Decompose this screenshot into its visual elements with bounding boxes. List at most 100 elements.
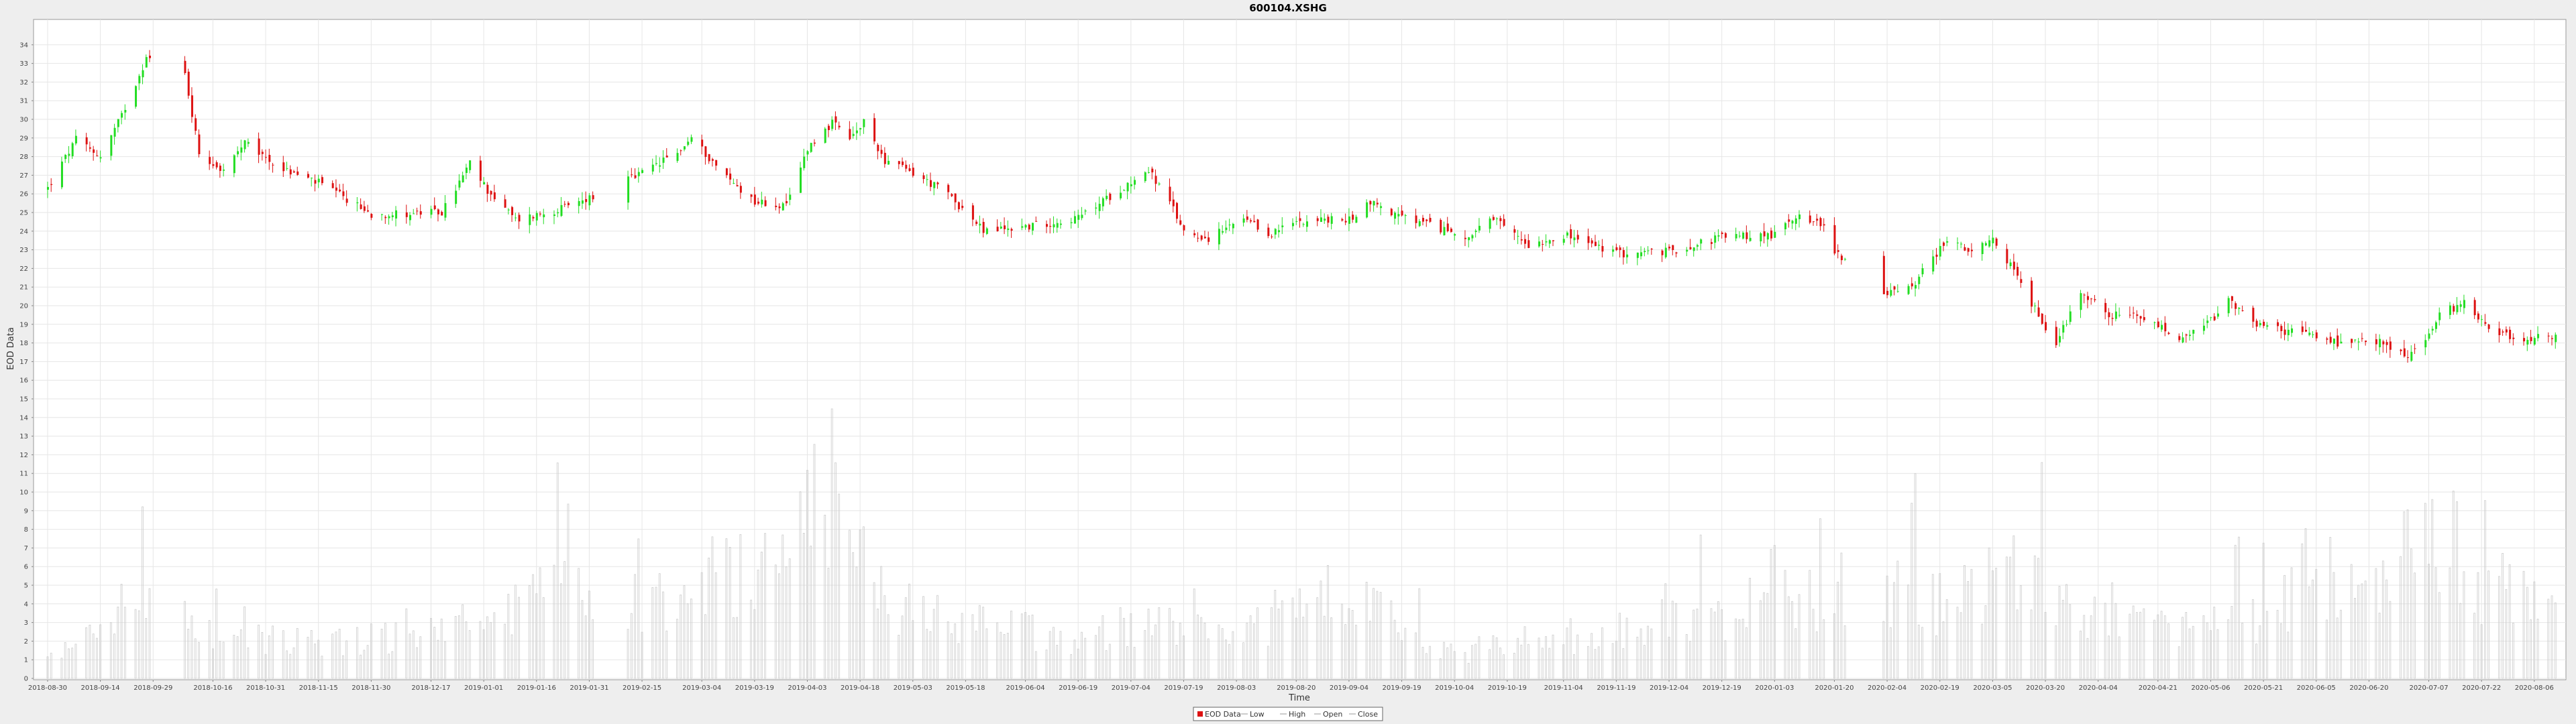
- volume-bar: [830, 408, 833, 679]
- legend-label-low: Low: [1250, 710, 1265, 719]
- candle-body: [1668, 246, 1671, 249]
- candle-body: [433, 205, 436, 210]
- volume-bar: [331, 634, 334, 679]
- volume-bar: [2118, 636, 2121, 679]
- candle-body: [149, 56, 152, 58]
- volume-bar: [1453, 651, 1456, 679]
- candle-body: [2375, 339, 2377, 345]
- volume-bar: [556, 463, 559, 679]
- candle-body: [1915, 285, 1917, 289]
- candle-body: [142, 70, 144, 78]
- candle-body: [786, 201, 788, 204]
- legend-label-eod: EOD Data: [1205, 710, 1241, 719]
- candle-body: [757, 201, 760, 204]
- candle-body: [237, 151, 239, 155]
- candle-body: [975, 221, 978, 224]
- volume-bar: [1545, 636, 1547, 679]
- volume-bar: [409, 634, 411, 679]
- candle-body: [2456, 304, 2459, 312]
- volume-bar: [272, 625, 274, 679]
- candle-body: [2379, 339, 2381, 347]
- volume-bar: [1379, 592, 1382, 679]
- candle-body: [898, 161, 900, 164]
- candle-body: [739, 186, 742, 193]
- candle-body: [2009, 262, 2012, 266]
- volume-bar: [1045, 650, 1048, 679]
- candle-body: [701, 139, 704, 147]
- volume-bar: [1893, 582, 1895, 679]
- volume-bar: [1133, 647, 1136, 679]
- volume-bar: [876, 608, 879, 679]
- volume-bar: [2400, 556, 2402, 679]
- volume-bar: [1541, 648, 1544, 679]
- candle-body: [782, 203, 784, 210]
- volume-bar: [926, 629, 928, 679]
- candle-body: [1548, 240, 1551, 244]
- volume-bar: [1591, 633, 1593, 679]
- y-tick-label: 24: [19, 228, 28, 235]
- candle-body: [518, 215, 521, 222]
- candle-body: [651, 164, 654, 172]
- y-tick-label: 9: [24, 507, 28, 515]
- volume-bar: [2210, 630, 2212, 679]
- volume-bar: [1713, 611, 1716, 679]
- volume-bar: [2512, 622, 2514, 679]
- candle-body: [2136, 314, 2139, 316]
- volume-bar: [2206, 622, 2208, 679]
- volume-bar: [912, 620, 914, 679]
- volume-bar: [2357, 585, 2360, 679]
- volume-bar: [1745, 627, 1748, 679]
- volume-bar: [405, 608, 408, 679]
- x-tick-label: 2019-01-01: [464, 684, 503, 692]
- candle-body: [1542, 244, 1544, 245]
- candle-body: [1415, 215, 1417, 223]
- candle-body: [1760, 233, 1762, 242]
- volume-bar: [2055, 625, 2057, 679]
- x-tick-label: 2019-11-04: [1544, 684, 1583, 692]
- candle-body: [2551, 338, 2554, 339]
- volume-bar: [1791, 601, 1793, 679]
- volume-bar: [859, 530, 861, 679]
- volume-bar: [584, 615, 587, 679]
- volume-bar: [1914, 473, 1917, 679]
- volume-bar: [310, 630, 313, 679]
- volume-bar: [898, 635, 900, 679]
- volume-bar: [1425, 653, 1428, 679]
- candle-body: [360, 204, 362, 209]
- volume-bar: [560, 583, 562, 679]
- volume-bar: [2139, 611, 2141, 679]
- candle-body: [483, 182, 486, 185]
- volume-bar: [1267, 646, 1269, 679]
- volume-bar: [1967, 581, 1970, 679]
- volume-bar: [1179, 622, 1181, 679]
- candle-body: [2129, 314, 2131, 316]
- x-tick-label: 2018-11-30: [352, 684, 390, 692]
- volume-bar: [1956, 607, 1959, 679]
- volume-bar: [2069, 604, 2072, 679]
- volume-bar: [1661, 599, 1663, 679]
- volume-bar: [764, 533, 766, 679]
- x-tick-label: 2020-07-07: [2409, 684, 2448, 692]
- candle-body: [659, 165, 661, 167]
- candle-body: [2255, 320, 2258, 327]
- volume-bar: [2315, 568, 2318, 679]
- volume-bar: [2477, 572, 2479, 679]
- volume-bar: [113, 634, 115, 679]
- candle-body: [479, 160, 482, 181]
- candle-body: [863, 119, 865, 127]
- volume-bar: [711, 536, 714, 679]
- volume-bar: [1696, 608, 1699, 679]
- volume-bar: [1917, 624, 1920, 679]
- y-tick-label: 17: [19, 359, 28, 366]
- candle-body: [1077, 215, 1080, 220]
- volume-bar: [1200, 617, 1203, 679]
- candle-body: [2477, 313, 2479, 320]
- volume-bar: [384, 623, 386, 679]
- volume-bar: [848, 530, 851, 679]
- volume-bar: [1724, 640, 1727, 679]
- volume-bar: [1741, 619, 1744, 679]
- volume-bar: [2033, 555, 2036, 679]
- candle-body: [1179, 220, 1182, 225]
- volume-bar: [2410, 548, 2412, 679]
- volume-bar: [936, 595, 938, 679]
